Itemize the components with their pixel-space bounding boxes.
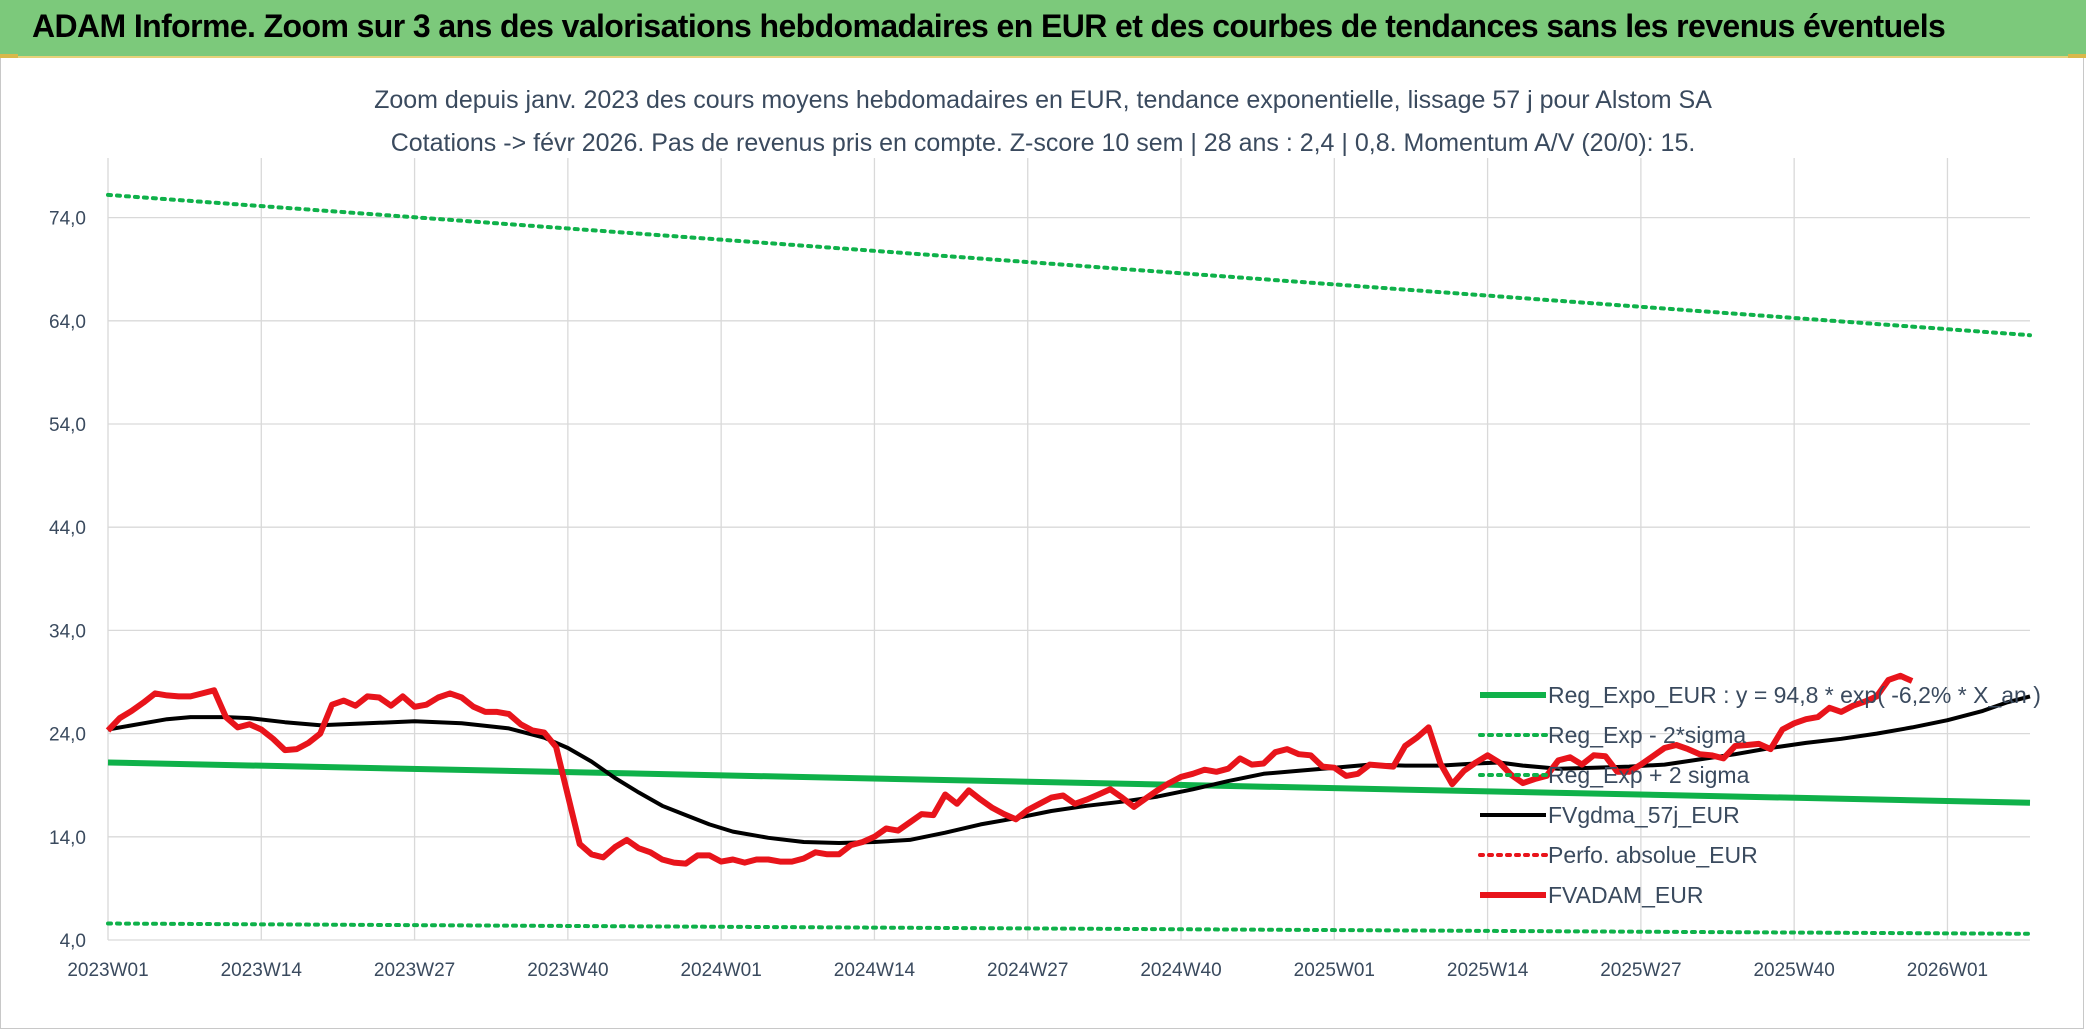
y-tick-label: 64,0	[49, 312, 86, 333]
y-tick-label: 24,0	[49, 725, 86, 746]
y-tick-label: 34,0	[49, 621, 86, 642]
legend-label: Reg_Expo_EUR : y = 94,8 * exp( -6,2% * X…	[1548, 682, 2041, 708]
x-tick-label: 2023W40	[527, 960, 608, 981]
legend-label: FVADAM_EUR	[1548, 882, 1704, 908]
x-tick-label: 2025W40	[1753, 960, 1834, 981]
x-tick-label: 2024W40	[1140, 960, 1221, 981]
x-tick-label: 2026W01	[1907, 960, 1988, 981]
y-tick-label: 54,0	[49, 415, 86, 436]
legend-label: Reg_Exp - 2*sigma	[1548, 722, 1746, 748]
header-bar: ADAM Informe. Zoom sur 3 ans des valoris…	[0, 0, 2086, 58]
x-tick-label: 2023W14	[221, 960, 303, 981]
series-line-0	[107, 759, 2031, 806]
page-title: ADAM Informe. Zoom sur 3 ans des valoris…	[32, 8, 1946, 44]
header-corner-left	[0, 54, 18, 58]
chart: Zoom depuis janv. 2023 des cours moyens …	[49, 86, 2041, 981]
series-line-2	[106, 192, 2032, 338]
x-axis-ticks: 2023W01 2023W14 2023W27 2023W40 2024W01 2024W…	[67, 960, 1988, 981]
x-tick-label: 2025W27	[1600, 960, 1681, 981]
legend-label: FVgdma_57j_EUR	[1548, 802, 1740, 828]
grid-lines	[107, 158, 2030, 941]
series-line-1	[106, 921, 2032, 936]
series-line-5	[105, 672, 1914, 867]
legend: Reg_Expo_EUR : y = 94,8 * exp( -6,2% * X…	[1478, 682, 2041, 908]
series-lines	[105, 192, 2032, 936]
y-tick-label: 14,0	[49, 828, 86, 849]
y-tick-label: 44,0	[49, 518, 86, 539]
chart-subtitle: Cotations -> févr 2026. Pas de revenus p…	[391, 129, 1696, 157]
y-tick-label: 4,0	[60, 931, 86, 952]
y-axis-ticks: 4,0 14,0 24,0 34,0 44,0 54,0 64,0 74,0	[49, 209, 86, 952]
x-tick-label: 2023W27	[374, 960, 455, 981]
x-tick-label: 2024W27	[987, 960, 1068, 981]
legend-label: Reg_Exp + 2 sigma	[1548, 762, 1750, 788]
chart-title: Zoom depuis janv. 2023 des cours moyens …	[374, 86, 1712, 114]
x-tick-label: 2025W01	[1294, 960, 1375, 981]
x-tick-label: 2024W14	[834, 960, 916, 981]
header-corner-right	[2068, 54, 2086, 58]
x-tick-label: 2024W01	[680, 960, 761, 981]
y-tick-label: 74,0	[49, 209, 86, 230]
x-tick-label: 2025W14	[1447, 960, 1529, 981]
legend-label: Perfo. absolue_EUR	[1548, 842, 1758, 868]
x-tick-label: 2023W01	[67, 960, 148, 981]
